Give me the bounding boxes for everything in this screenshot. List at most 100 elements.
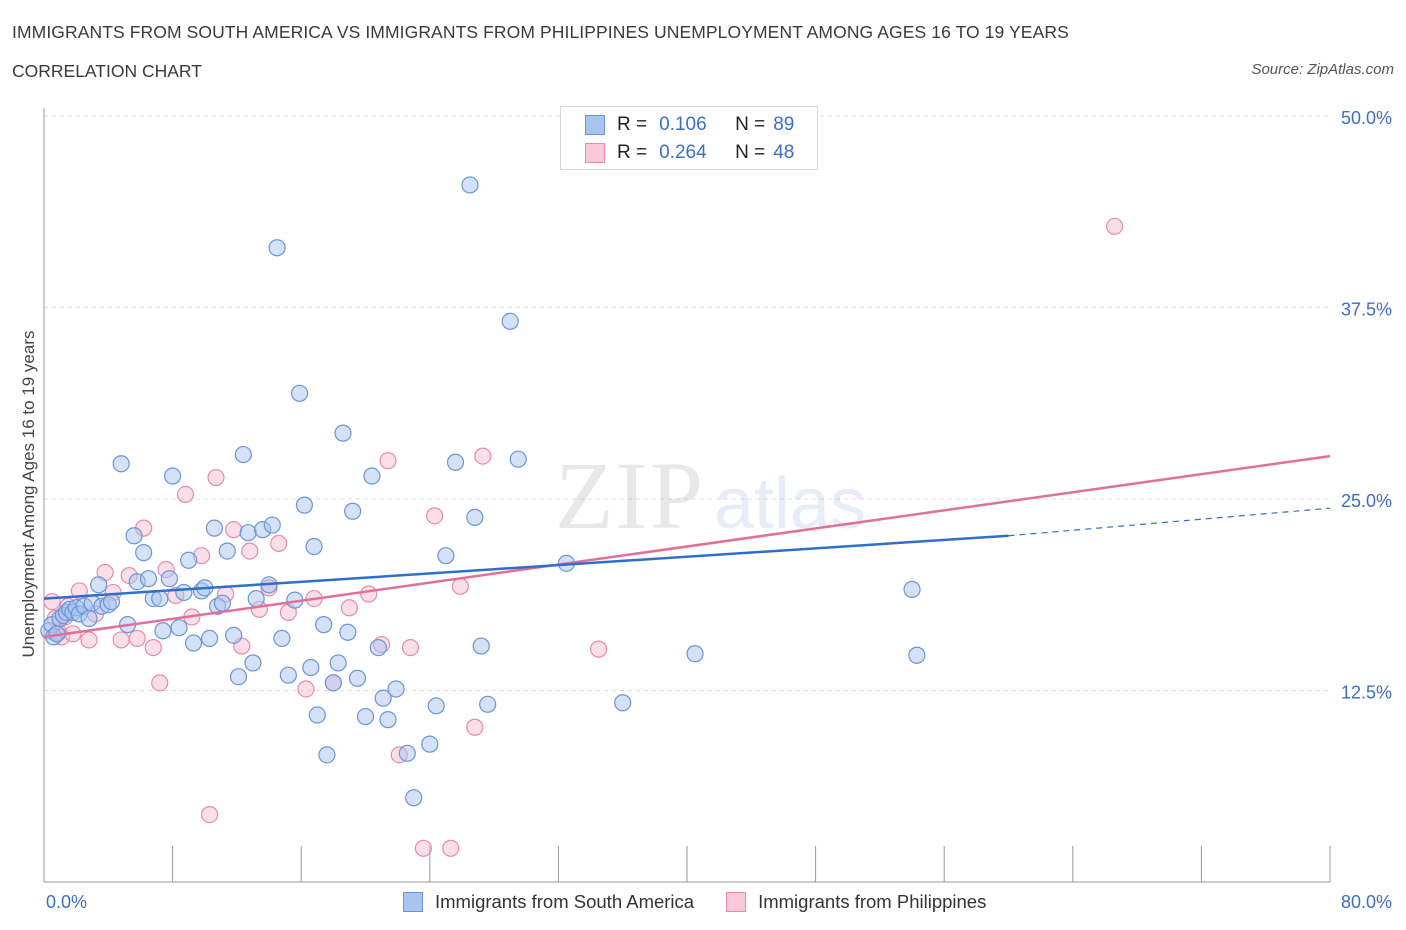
data-point-philippines	[241, 542, 259, 560]
data-point-philippines	[144, 639, 162, 657]
data-point-philippines	[360, 585, 378, 603]
data-point-south-america	[387, 680, 405, 698]
trend-line-south-america	[43, 534, 1009, 600]
legend-swatch-pink	[585, 143, 605, 163]
x-tick-labels: 0.0% 80.0%	[46, 892, 1392, 912]
data-point-south-america	[180, 551, 198, 569]
data-point-south-america	[466, 508, 484, 526]
data-point-south-america	[102, 593, 121, 611]
data-point-philippines	[379, 452, 397, 470]
stats-legend: R = 0.106 N = 89 R = 0.264 N = 48	[560, 106, 818, 170]
data-point-south-america	[363, 467, 381, 485]
data-point-philippines	[43, 593, 61, 611]
data-point-south-america	[302, 658, 320, 677]
data-point-south-america	[305, 537, 323, 556]
data-point-south-america	[398, 744, 416, 762]
data-point-south-america	[479, 695, 497, 713]
stats-legend-row-south-america: R = 0.106 N = 89	[585, 112, 794, 138]
data-point-south-america	[175, 583, 193, 602]
data-point-south-america	[315, 616, 333, 634]
data-point-philippines	[1105, 217, 1124, 235]
data-point-south-america	[80, 609, 98, 628]
data-point-philippines	[207, 468, 225, 487]
data-point-philippines	[176, 485, 195, 504]
y-tick-label: 50.0%	[1341, 108, 1392, 128]
legend-r-label: R =	[617, 114, 648, 135]
watermark: ZIP atlas	[555, 442, 866, 549]
data-point-south-america	[324, 674, 342, 692]
y-tick-label: 37.5%	[1341, 300, 1392, 320]
data-point-south-america	[334, 424, 352, 442]
data-point-south-america	[369, 639, 387, 657]
data-point-philippines	[297, 680, 315, 698]
data-point-south-america	[446, 453, 465, 471]
data-point-south-america	[273, 629, 291, 648]
data-point-philippines	[128, 629, 146, 648]
data-point-south-america	[295, 496, 314, 514]
trend-lines	[43, 454, 1331, 639]
data-point-philippines	[589, 640, 608, 658]
y-tick-label: 25.0%	[1341, 491, 1392, 511]
data-point-south-america	[112, 455, 130, 473]
data-point-south-america	[151, 589, 169, 608]
data-point-philippines	[112, 631, 130, 649]
legend-n-label: N =	[735, 142, 766, 163]
data-point-philippines	[225, 521, 243, 539]
legend-n-label: N =	[735, 114, 766, 135]
data-point-south-america	[247, 589, 265, 608]
legend-r-value: 0.106	[659, 114, 707, 135]
data-point-south-america	[329, 654, 347, 672]
data-point-south-america	[356, 707, 375, 726]
data-point-south-america	[903, 580, 921, 598]
data-point-south-america	[308, 706, 326, 724]
grid-lines	[44, 115, 1330, 691]
legend-label-philippines: Immigrants from Philippines	[758, 891, 987, 912]
series-south-america-points	[40, 176, 926, 807]
data-point-south-america	[125, 527, 143, 545]
data-point-south-america	[421, 735, 439, 753]
data-point-south-america	[239, 524, 257, 542]
chart-subtitle: CORRELATION CHART	[12, 61, 202, 81]
data-point-south-america	[205, 519, 223, 537]
data-point-philippines	[200, 805, 219, 824]
legend-n-value: 89	[773, 114, 795, 135]
chart-title: IMMIGRANTS FROM SOUTH AMERICA VS IMMIGRA…	[12, 22, 1069, 42]
y-tick-label: 12.5%	[1341, 683, 1392, 703]
data-point-south-america	[279, 666, 297, 684]
data-point-south-america	[90, 576, 108, 594]
legend-n-value: 48	[773, 142, 795, 163]
data-point-philippines	[451, 577, 469, 595]
y-tick-labels: 12.5% 25.0% 37.5% 50.0%	[1341, 108, 1392, 703]
data-point-south-america	[908, 646, 926, 664]
data-point-south-america	[614, 694, 632, 712]
data-point-south-america	[170, 619, 188, 637]
legend-swatch-blue	[403, 892, 423, 912]
data-point-philippines	[270, 534, 288, 553]
data-point-south-america	[427, 697, 445, 715]
data-point-philippines	[401, 639, 420, 657]
data-point-philippines	[474, 447, 492, 465]
trend-line-philippines	[43, 454, 1331, 639]
data-point-south-america	[318, 746, 336, 764]
data-point-philippines	[340, 599, 359, 617]
legend-r-value: 0.264	[659, 142, 707, 163]
stats-legend-row-philippines: R = 0.264 N = 48	[585, 140, 794, 166]
data-point-philippines	[426, 507, 444, 525]
data-point-south-america	[225, 626, 243, 644]
watermark-zip: ZIP	[555, 442, 705, 549]
data-point-south-america	[154, 622, 172, 640]
legend-swatch-blue	[585, 115, 605, 135]
trend-line-south-america-extension	[1008, 507, 1331, 537]
data-point-south-america	[229, 668, 248, 686]
data-point-south-america	[213, 594, 232, 612]
data-point-south-america	[472, 637, 490, 655]
data-point-south-america	[339, 623, 357, 641]
legend-swatch-pink	[726, 892, 747, 912]
data-point-south-america	[379, 711, 397, 729]
data-point-south-america	[263, 516, 281, 534]
data-point-philippines	[466, 718, 484, 736]
x-tick-label-max: 80.0%	[1341, 892, 1392, 912]
watermark-atlas: atlas	[714, 464, 866, 544]
data-point-south-america	[509, 450, 527, 468]
